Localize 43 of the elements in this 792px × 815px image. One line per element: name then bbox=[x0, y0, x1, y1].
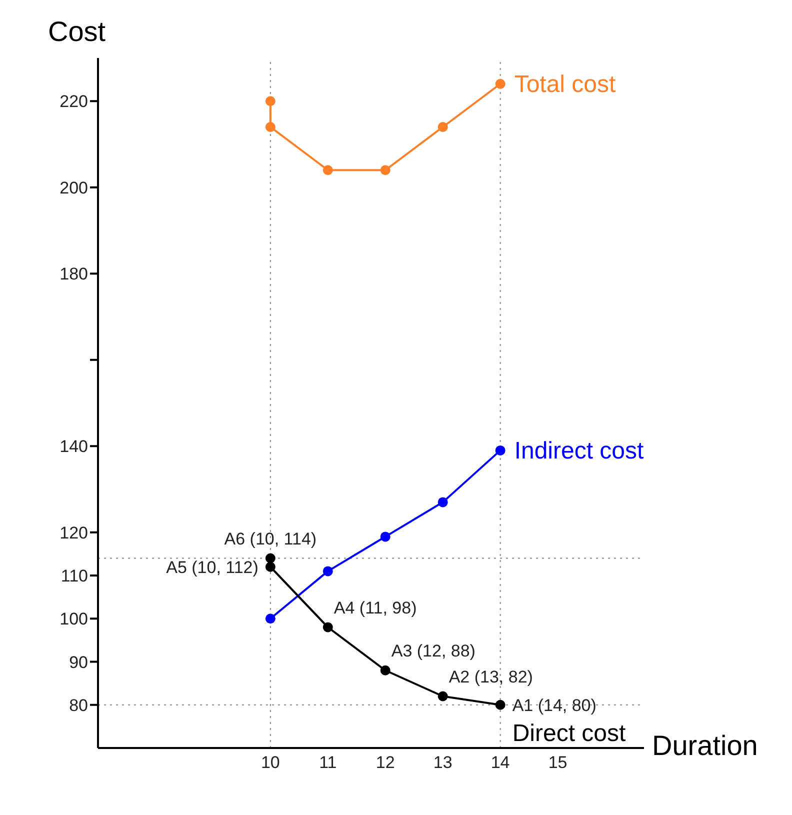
y-tick-label: 120 bbox=[60, 523, 88, 542]
point bbox=[438, 691, 448, 702]
series-label: Direct cost bbox=[512, 720, 626, 747]
x-tick-label: 10 bbox=[260, 753, 280, 772]
data-label: A4 (11, 98) bbox=[334, 598, 417, 618]
data-label: A2 (13, 82) bbox=[448, 667, 533, 686]
point bbox=[380, 665, 390, 676]
data-label: A3 (12, 88) bbox=[391, 641, 476, 660]
point bbox=[265, 562, 276, 572]
x-axis-title: Duration bbox=[652, 730, 758, 762]
point bbox=[495, 78, 506, 89]
point bbox=[322, 622, 333, 632]
x-tick-label: 15 bbox=[548, 753, 568, 772]
y-axis-title: Cost bbox=[48, 16, 106, 48]
point bbox=[265, 553, 276, 564]
series-label: Total cost bbox=[514, 70, 616, 98]
x-tick-label: 11 bbox=[319, 753, 337, 772]
point bbox=[438, 122, 448, 132]
point bbox=[380, 165, 390, 176]
data-label: A1 (14, 80) bbox=[512, 696, 596, 715]
y-tick-label: 110 bbox=[60, 566, 88, 586]
data-label: A5 (10, 112) bbox=[166, 558, 258, 577]
x-tick-label: 12 bbox=[376, 753, 395, 772]
point bbox=[322, 566, 333, 576]
x-tick-label: 13 bbox=[433, 753, 452, 772]
y-tick-label: 200 bbox=[60, 178, 88, 198]
data-label: A6 (10, 114) bbox=[224, 529, 317, 548]
y-tick-label: 180 bbox=[60, 264, 88, 284]
point bbox=[265, 614, 276, 624]
point bbox=[322, 165, 333, 176]
point bbox=[265, 122, 276, 132]
point bbox=[495, 700, 506, 710]
point bbox=[438, 497, 448, 508]
point bbox=[380, 532, 390, 542]
point bbox=[265, 96, 276, 106]
point bbox=[495, 445, 506, 456]
y-tick-label: 90 bbox=[69, 652, 88, 672]
y-tick-label: 140 bbox=[60, 437, 88, 456]
y-tick-label: 80 bbox=[69, 696, 88, 715]
y-tick-label: 100 bbox=[60, 610, 88, 629]
x-tick-label: 14 bbox=[490, 753, 510, 772]
series-label: Indirect cost bbox=[514, 437, 644, 464]
y-tick-label: 220 bbox=[60, 92, 88, 112]
